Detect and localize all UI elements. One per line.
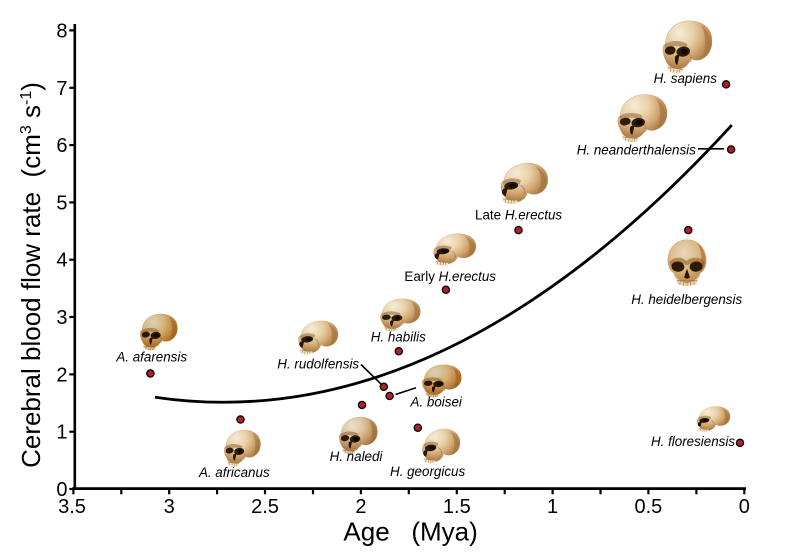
svg-text:H. rudolfensis: H. rudolfensis bbox=[277, 357, 359, 372]
svg-text:H. naledi: H. naledi bbox=[330, 449, 384, 464]
svg-text:Age (Mya): Age (Mya) bbox=[343, 517, 477, 547]
svg-text:3: 3 bbox=[164, 496, 175, 518]
svg-text:5: 5 bbox=[56, 192, 67, 214]
svg-text:1: 1 bbox=[56, 422, 67, 444]
svg-text:H. georgicus: H. georgicus bbox=[390, 464, 465, 479]
svg-text:Early H.erectus: Early H.erectus bbox=[404, 269, 496, 284]
svg-text:H. neanderthalensis: H. neanderthalensis bbox=[577, 143, 696, 158]
svg-text:3: 3 bbox=[56, 307, 67, 329]
svg-text:0: 0 bbox=[739, 496, 750, 518]
svg-text:H. sapiens: H. sapiens bbox=[654, 71, 718, 86]
svg-text:H. heidelbergensis: H. heidelbergensis bbox=[631, 292, 742, 307]
svg-text:Late H.erectus: Late H.erectus bbox=[475, 208, 562, 223]
svg-text:6: 6 bbox=[56, 135, 67, 157]
svg-text:2: 2 bbox=[355, 496, 366, 518]
svg-text:H. habilis: H. habilis bbox=[371, 330, 426, 345]
svg-text:0.5: 0.5 bbox=[634, 496, 662, 518]
svg-text:A. afarensis: A. afarensis bbox=[115, 350, 187, 365]
svg-text:8: 8 bbox=[56, 20, 67, 42]
svg-text:Cerebral blood flow rate (cm3: Cerebral blood flow rate (cm3 s-1) bbox=[16, 82, 46, 468]
svg-text:1.5: 1.5 bbox=[443, 496, 471, 518]
svg-text:2: 2 bbox=[56, 364, 67, 386]
svg-text:4: 4 bbox=[56, 250, 67, 272]
svg-text:0: 0 bbox=[56, 479, 67, 501]
svg-text:2.5: 2.5 bbox=[251, 496, 279, 518]
svg-text:H. floresiensis: H. floresiensis bbox=[651, 434, 735, 449]
svg-text:A. boisei: A. boisei bbox=[410, 395, 463, 410]
svg-text:7: 7 bbox=[56, 78, 67, 100]
svg-text:3.5: 3.5 bbox=[58, 496, 86, 518]
svg-text:1: 1 bbox=[547, 496, 558, 518]
svg-text:A. africanus: A. africanus bbox=[198, 465, 270, 480]
